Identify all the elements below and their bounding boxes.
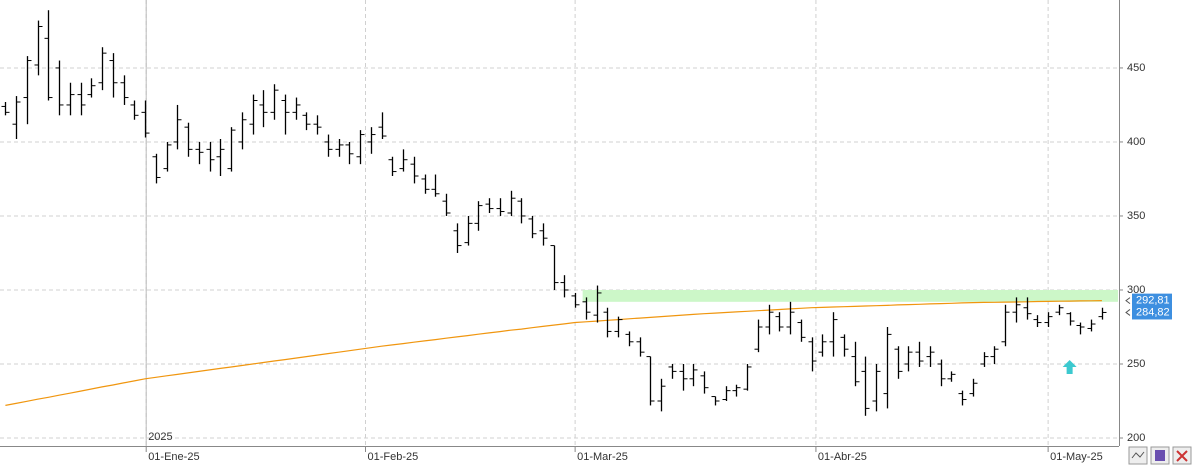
arrow-marker xyxy=(1062,359,1077,374)
toolbar xyxy=(1128,446,1192,465)
x-tick-label: 01-Abr-25 xyxy=(818,451,867,463)
y-tick-label: 450 xyxy=(1127,62,1145,74)
x-tick-label: 01-May-25 xyxy=(1050,451,1103,463)
y-tick-label: 200 xyxy=(1127,432,1145,444)
last-value-label: 284,82 xyxy=(1136,306,1170,318)
year-label: 2025 xyxy=(148,431,172,443)
last-value-box xyxy=(1132,305,1172,320)
toolbar-icon xyxy=(1176,450,1188,462)
y-tick-label: 350 xyxy=(1127,210,1145,222)
x-tick-label: 01-Mar-25 xyxy=(577,451,628,463)
toolbar-icon xyxy=(1131,451,1145,459)
last-value-pointer xyxy=(1125,297,1131,305)
last-value-pointer xyxy=(1125,309,1131,316)
zone-band xyxy=(582,289,1118,302)
moving-average-line xyxy=(5,300,1102,406)
x-tick-label: 01-Feb-25 xyxy=(368,451,419,463)
y-tick-label: 400 xyxy=(1127,136,1145,148)
y-tick-label: 300 xyxy=(1127,284,1145,296)
toolbar-icon xyxy=(1155,450,1165,461)
last-value-box xyxy=(1132,293,1172,308)
last-value-label: 292,81 xyxy=(1136,295,1170,307)
y-tick-label: 250 xyxy=(1127,358,1145,370)
x-tick-label: 01-Ene-25 xyxy=(148,451,199,463)
